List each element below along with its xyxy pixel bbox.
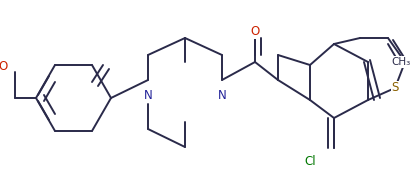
Text: N: N bbox=[143, 89, 152, 102]
Text: CH₃: CH₃ bbox=[392, 57, 411, 67]
Text: O: O bbox=[0, 60, 8, 73]
Text: S: S bbox=[391, 81, 399, 94]
Text: N: N bbox=[218, 89, 226, 102]
Text: O: O bbox=[250, 25, 260, 38]
Text: Cl: Cl bbox=[304, 155, 316, 168]
